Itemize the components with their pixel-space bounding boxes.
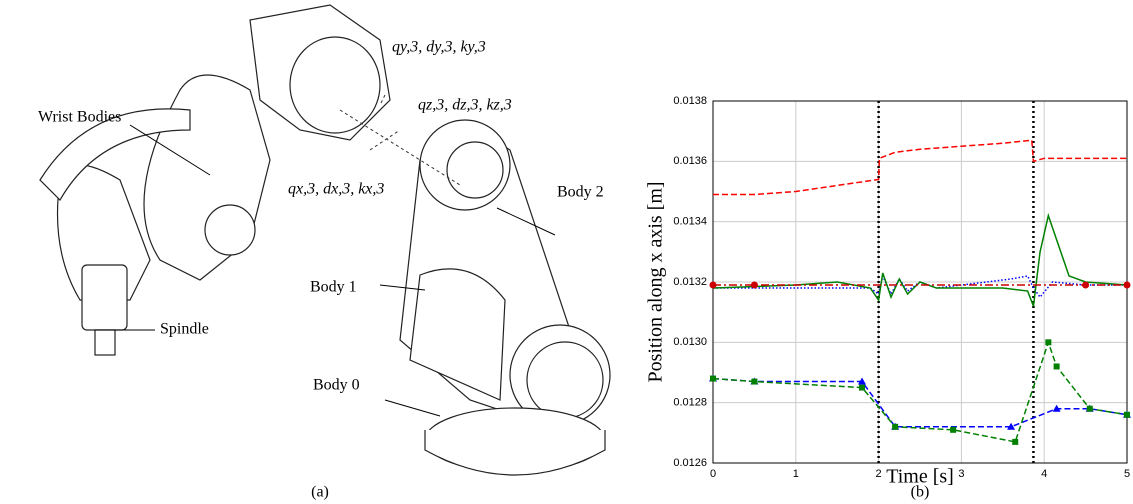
y-tick-label: 0.0126	[673, 457, 707, 469]
marker	[709, 281, 717, 289]
marker	[892, 423, 899, 430]
y-tick-label: 0.0134	[673, 216, 707, 228]
caption: (b)	[911, 484, 930, 501]
marker	[1012, 438, 1019, 445]
marker	[950, 426, 957, 433]
series-line	[713, 273, 1127, 299]
marker	[1086, 405, 1093, 412]
label: Body 0	[313, 377, 360, 394]
series-line	[712, 339, 1128, 443]
marker	[710, 375, 716, 382]
robot-drawing	[39, 4, 611, 476]
marker	[858, 377, 867, 385]
series-line	[713, 139, 1127, 196]
label: Spindle	[160, 321, 209, 338]
y-tick-label: 0.0136	[673, 155, 707, 167]
y-tick-label: 0.0128	[673, 397, 707, 409]
x-tick-label: 3	[958, 468, 964, 480]
marker	[1052, 404, 1061, 412]
label: qx,3, dx,3, kx,3	[288, 181, 384, 198]
x-tick-label: 2	[876, 468, 882, 480]
label: qy,3, dy,3, ky,3	[392, 39, 486, 56]
marker	[1123, 281, 1131, 289]
y-tick-label: 0.0138	[673, 95, 707, 107]
marker	[859, 384, 866, 391]
label: qz,3, dz,3, kz,3	[418, 97, 512, 114]
x-axis-label: Time [s]	[886, 466, 954, 488]
x-tick-label: 1	[793, 468, 799, 480]
marker	[1007, 422, 1016, 430]
marker	[1124, 411, 1130, 418]
series-line	[712, 212, 1128, 307]
marker	[1053, 363, 1060, 370]
y-axis-label: Position along x axis [m]	[645, 181, 667, 382]
marker	[751, 378, 758, 385]
marker	[1082, 281, 1090, 289]
label: Body 1	[310, 279, 357, 296]
y-tick-label: 0.0130	[673, 336, 707, 348]
x-tick-label: 0	[710, 468, 716, 480]
x-tick-label: 5	[1124, 468, 1130, 480]
series-line	[712, 377, 1128, 428]
marker	[1045, 339, 1052, 346]
label: Wrist Bodies	[38, 109, 121, 126]
marker	[750, 281, 758, 289]
y-tick-label: 0.0132	[673, 276, 707, 288]
label: Body 2	[557, 184, 604, 201]
x-tick-label: 4	[1041, 468, 1047, 480]
caption: (a)	[311, 484, 329, 501]
